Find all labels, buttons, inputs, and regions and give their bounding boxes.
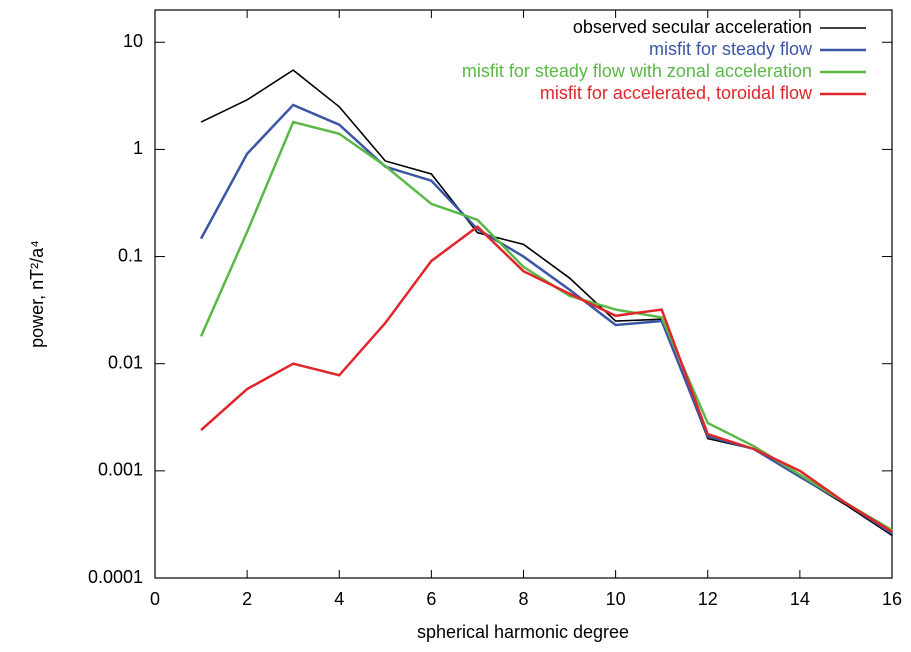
legend-label: observed secular acceleration (573, 17, 812, 37)
legend-label: misfit for steady flow (649, 39, 813, 59)
y-tick-label: 0.01 (108, 352, 143, 372)
series-line (199, 103, 893, 535)
x-tick-label: 16 (882, 589, 902, 609)
y-tick-label: 10 (123, 31, 143, 51)
series-line (200, 225, 893, 533)
x-tick-label: 10 (606, 589, 626, 609)
legend-label: misfit for accelerated, toroidal flow (540, 83, 813, 103)
y-tick-label: 0.001 (98, 460, 143, 480)
x-tick-label: 14 (790, 589, 810, 609)
y-axis-label: power, nT²/a⁴ (27, 240, 47, 348)
x-tick-label: 8 (518, 589, 528, 609)
x-axis-label: spherical harmonic degree (417, 622, 629, 642)
y-tick-label: 1 (133, 138, 143, 158)
x-tick-label: 0 (150, 589, 160, 609)
y-tick-label: 0.1 (118, 245, 143, 265)
series-line (199, 120, 893, 532)
y-tick-label: 0.0001 (88, 567, 143, 587)
legend-label: misfit for steady flow with zonal accele… (462, 61, 812, 81)
x-tick-label: 2 (242, 589, 252, 609)
x-tick-label: 4 (334, 589, 344, 609)
x-tick-label: 6 (426, 589, 436, 609)
x-tick-label: 12 (698, 589, 718, 609)
